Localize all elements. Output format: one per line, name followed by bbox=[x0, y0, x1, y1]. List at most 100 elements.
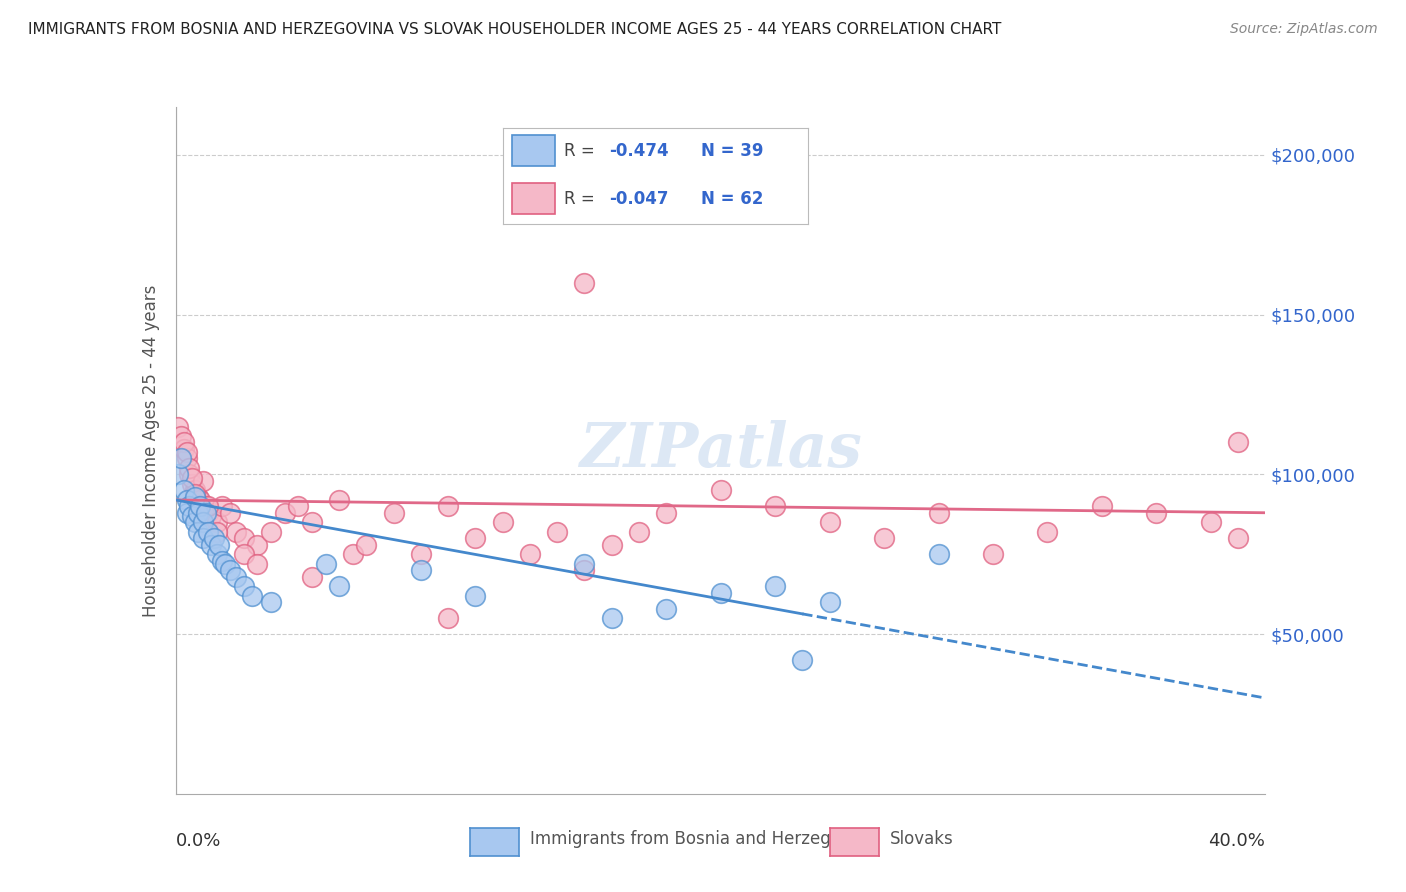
Point bbox=[328, 579, 350, 593]
Point bbox=[1144, 506, 1167, 520]
Point bbox=[188, 500, 211, 514]
Point bbox=[197, 524, 219, 539]
Point bbox=[260, 595, 283, 609]
Point bbox=[184, 490, 207, 504]
Point bbox=[1036, 524, 1059, 539]
Point bbox=[301, 516, 323, 530]
Point bbox=[173, 435, 195, 450]
Point bbox=[186, 524, 209, 539]
Point bbox=[240, 589, 263, 603]
Point bbox=[232, 531, 254, 545]
Point bbox=[225, 524, 247, 539]
Point bbox=[219, 506, 242, 520]
Point bbox=[342, 547, 364, 561]
Point bbox=[928, 547, 950, 561]
Point bbox=[287, 500, 309, 514]
Point bbox=[208, 538, 231, 552]
Point bbox=[763, 579, 786, 593]
Point bbox=[214, 557, 236, 571]
Point bbox=[211, 554, 233, 568]
Point bbox=[464, 531, 486, 545]
Point bbox=[246, 557, 269, 571]
Point bbox=[246, 538, 269, 552]
Point bbox=[225, 569, 247, 583]
Point bbox=[763, 500, 786, 514]
Point bbox=[437, 500, 460, 514]
Point bbox=[176, 451, 198, 466]
Point bbox=[873, 531, 896, 545]
Point bbox=[197, 506, 219, 520]
Text: 40.0%: 40.0% bbox=[1209, 831, 1265, 850]
Point bbox=[181, 477, 204, 491]
Point bbox=[184, 483, 207, 498]
Point bbox=[574, 276, 596, 290]
Point bbox=[170, 429, 193, 443]
Point bbox=[492, 516, 515, 530]
Point bbox=[274, 506, 297, 520]
Point bbox=[200, 508, 222, 523]
Point bbox=[179, 500, 201, 514]
Point bbox=[170, 451, 193, 466]
Point bbox=[574, 557, 596, 571]
Text: ZIPatlas: ZIPatlas bbox=[579, 420, 862, 481]
Point bbox=[184, 516, 207, 530]
Point bbox=[205, 524, 228, 539]
Point bbox=[519, 547, 541, 561]
Point bbox=[181, 470, 204, 484]
Point bbox=[186, 500, 209, 514]
Point bbox=[211, 500, 233, 514]
Point bbox=[191, 516, 214, 530]
Point bbox=[176, 493, 198, 508]
Point bbox=[197, 500, 219, 514]
Point bbox=[627, 524, 650, 539]
Point bbox=[232, 547, 254, 561]
Point bbox=[173, 442, 195, 456]
Point bbox=[219, 563, 242, 577]
Point bbox=[205, 547, 228, 561]
Text: Slovaks: Slovaks bbox=[890, 830, 953, 847]
Point bbox=[710, 585, 733, 599]
Point bbox=[232, 579, 254, 593]
Text: Immigrants from Bosnia and Herzegovina: Immigrants from Bosnia and Herzegovina bbox=[530, 830, 876, 847]
Point bbox=[600, 538, 623, 552]
Point bbox=[437, 611, 460, 625]
Point bbox=[655, 506, 678, 520]
Point bbox=[200, 538, 222, 552]
Text: Source: ZipAtlas.com: Source: ZipAtlas.com bbox=[1230, 22, 1378, 37]
Point bbox=[173, 483, 195, 498]
Point bbox=[315, 557, 337, 571]
Point bbox=[1227, 435, 1250, 450]
Point bbox=[301, 569, 323, 583]
Point bbox=[179, 461, 201, 475]
Point bbox=[194, 500, 217, 514]
Point bbox=[1199, 516, 1222, 530]
Point bbox=[356, 538, 378, 552]
Text: 0.0%: 0.0% bbox=[176, 831, 221, 850]
Text: IMMIGRANTS FROM BOSNIA AND HERZEGOVINA VS SLOVAK HOUSEHOLDER INCOME AGES 25 - 44: IMMIGRANTS FROM BOSNIA AND HERZEGOVINA V… bbox=[28, 22, 1001, 37]
Point bbox=[574, 563, 596, 577]
Point bbox=[1091, 500, 1114, 514]
Point bbox=[382, 506, 405, 520]
Point bbox=[655, 601, 678, 615]
Point bbox=[981, 547, 1004, 561]
Point bbox=[600, 611, 623, 625]
Point bbox=[191, 474, 214, 488]
Point bbox=[186, 506, 209, 520]
Point bbox=[1227, 531, 1250, 545]
Point bbox=[710, 483, 733, 498]
Point bbox=[409, 547, 432, 561]
Point bbox=[181, 508, 204, 523]
Point bbox=[464, 589, 486, 603]
Point bbox=[792, 653, 814, 667]
Point bbox=[202, 531, 225, 545]
Point bbox=[205, 516, 228, 530]
Point bbox=[176, 506, 198, 520]
Point bbox=[179, 467, 201, 482]
Point bbox=[409, 563, 432, 577]
Point bbox=[818, 595, 841, 609]
Point bbox=[818, 516, 841, 530]
Point bbox=[260, 524, 283, 539]
Point bbox=[186, 490, 209, 504]
Point bbox=[188, 493, 211, 508]
Point bbox=[167, 419, 190, 434]
